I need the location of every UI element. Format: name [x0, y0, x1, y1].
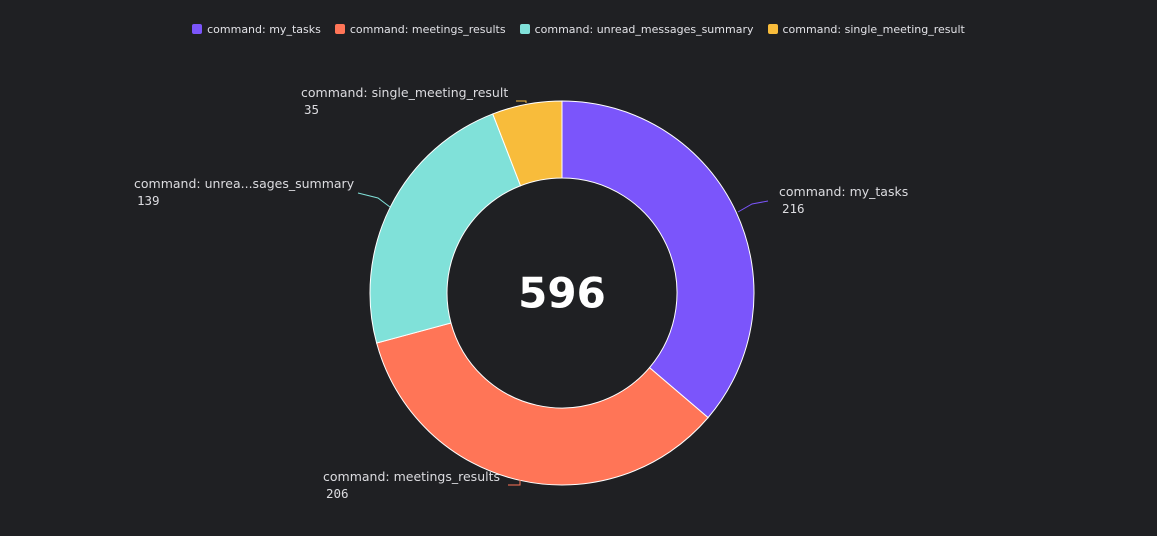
- legend-label-single-meeting-result: command: single_meeting_result: [782, 22, 965, 36]
- slice-label-my-tasks: command: my_tasks: [779, 184, 908, 199]
- legend-item-single-meeting-result[interactable]: command: single_meeting_result: [767, 22, 965, 36]
- legend-label-meetings-results: command: meetings_results: [349, 22, 506, 36]
- donut-slice-meetings-results[interactable]: [376, 322, 709, 486]
- donut-slice-single-meeting-result[interactable]: [492, 100, 563, 187]
- chart-legend: command: my_tasks command: meetings_resu…: [0, 20, 1157, 38]
- slice-value-single-meeting-result: 35: [304, 102, 319, 117]
- legend-label-unread-messages-summary: command: unread_messages_summary: [534, 22, 754, 36]
- legend-swatch-unread-messages-summary: [519, 24, 530, 34]
- donut-center-total: 596: [518, 269, 606, 318]
- legend-label-my-tasks: command: my_tasks: [207, 22, 321, 36]
- slice-value-unread-messages-summary: 139: [137, 193, 160, 208]
- leader-line-meetings-results: [508, 480, 521, 486]
- slice-labels: command: my_tasks 216 command: meetings_re…: [134, 85, 908, 501]
- slice-label-single-meeting-result: command: single_meeting_result: [301, 85, 508, 100]
- leader-line-my-tasks: [737, 200, 769, 213]
- slice-label-unread-messages-summary: command: unrea...sages_summary: [134, 176, 355, 191]
- leader-line-single-meeting-result: [516, 100, 527, 103]
- legend-swatch-single-meeting-result: [767, 24, 778, 34]
- donut-slice-my-tasks[interactable]: [561, 100, 755, 419]
- donut-slice-unread-messages-summary[interactable]: [369, 113, 522, 344]
- slice-value-meetings-results: 206: [326, 486, 349, 501]
- leader-line-unread-messages-summary: [357, 192, 391, 208]
- slice-value-my-tasks: 216: [782, 201, 805, 216]
- legend-swatch-my-tasks: [192, 24, 203, 34]
- slice-label-meetings-results: command: meetings_results: [323, 469, 500, 484]
- legend-item-my-tasks[interactable]: command: my_tasks: [192, 23, 321, 36]
- donut-slices: [369, 100, 755, 486]
- legend-swatch-meetings-results: [334, 24, 345, 34]
- legend-item-unread-messages-summary[interactable]: command: unread_messages_summary: [519, 22, 754, 36]
- legend-item-meetings-results[interactable]: command: meetings_results: [334, 22, 506, 36]
- slice-leader-lines: [357, 100, 769, 486]
